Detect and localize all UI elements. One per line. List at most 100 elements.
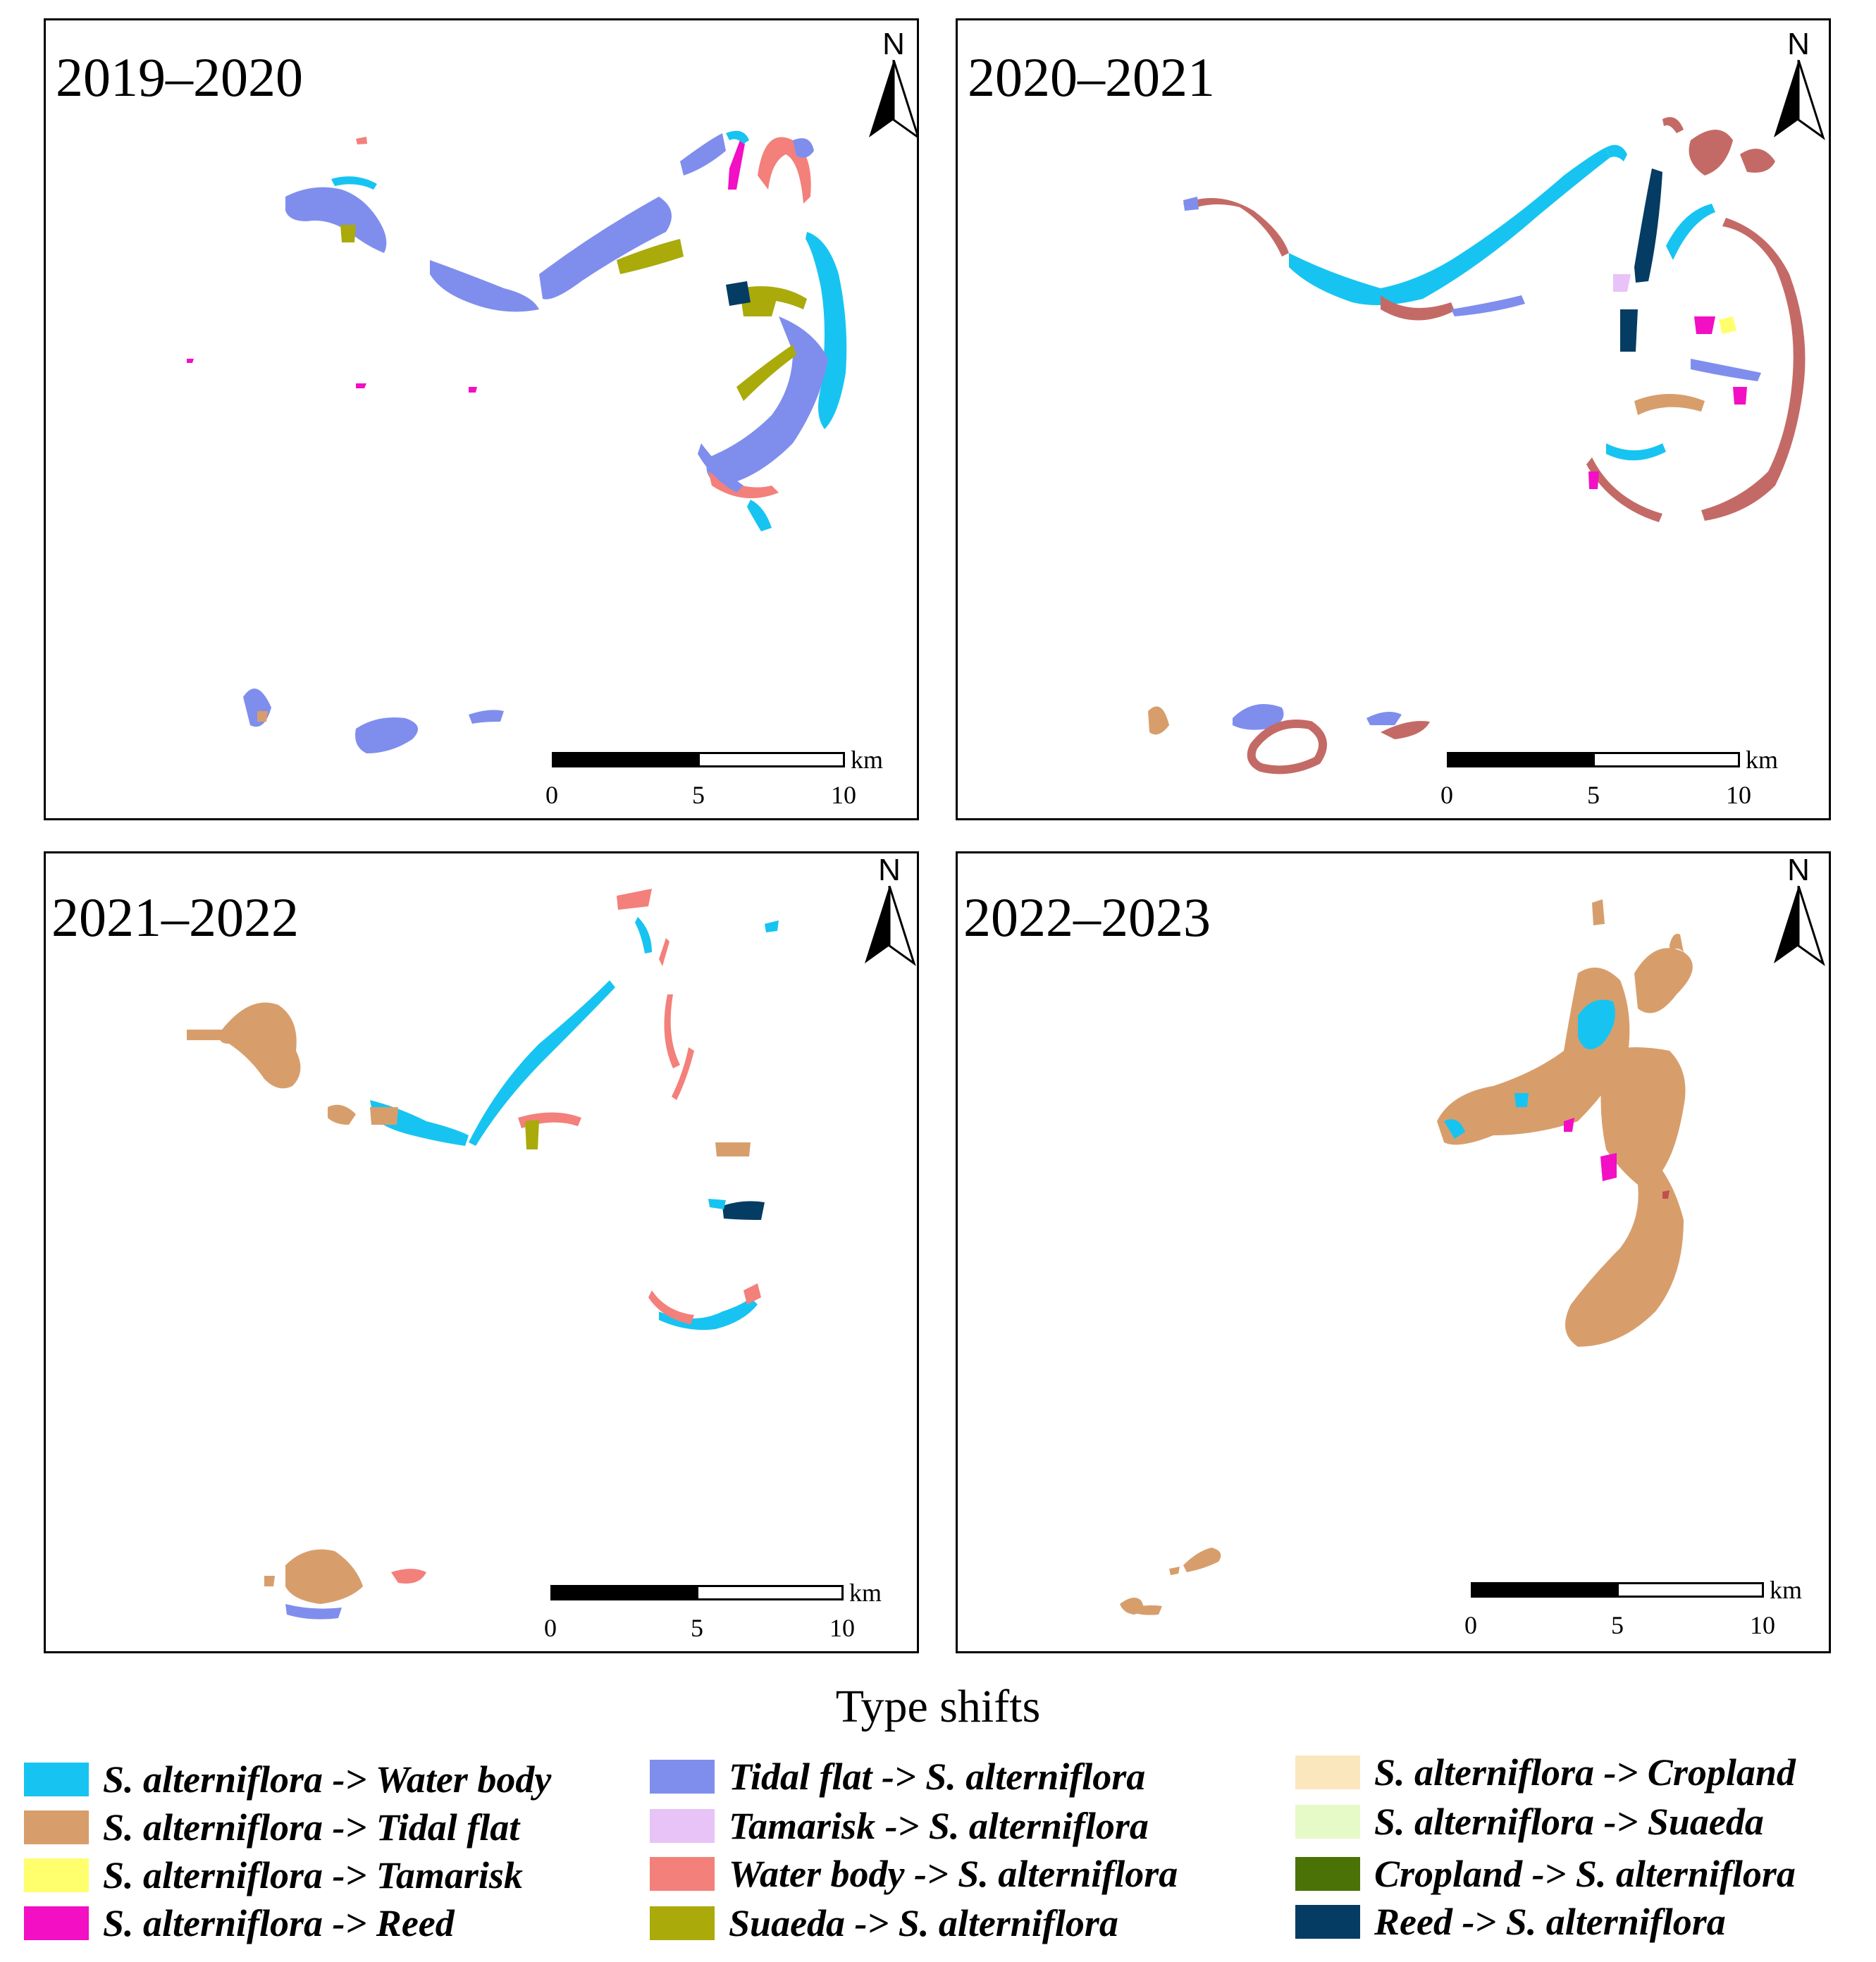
legend-swatch <box>650 1809 715 1843</box>
patch-tidal-flat-to-sa <box>1148 706 1169 735</box>
legend-swatch <box>650 1857 715 1891</box>
patch-tidal-flat-to-sa <box>257 711 268 722</box>
legend-swatch <box>24 1810 89 1844</box>
patch-water-body-to-sa <box>1662 1190 1670 1199</box>
scale-bar-white <box>696 1585 844 1600</box>
patch-tidal-flat-to-sa <box>1592 899 1605 925</box>
patch-tidal-flat-to-sa <box>1634 948 1693 1013</box>
scale-bar-white <box>1593 752 1740 767</box>
patch-reed <box>1588 471 1599 489</box>
patch-tidal-flat <box>1183 197 1199 211</box>
legend-label: S. alterniflora -> Tamarisk <box>103 1854 523 1896</box>
patch-tidal-flat-to-sa <box>1183 1548 1221 1572</box>
patch-tidal-flat-to-sa <box>264 1576 275 1586</box>
patch-water-body-to-sa <box>356 137 367 144</box>
patch-tidal-flat <box>539 197 672 300</box>
panel-title: 2021–2022 <box>51 887 299 948</box>
legend-item: S. alterniflora -> Tidal flat <box>24 1806 519 1849</box>
scale-bar-black <box>552 752 700 767</box>
patch-tidal-flat-to-sa <box>1169 1567 1180 1575</box>
legend-item: Cropland -> S. alterniflora <box>1295 1853 1796 1895</box>
patch-water <box>1514 1093 1529 1107</box>
north-arrow: N <box>858 853 917 974</box>
legend-swatch <box>24 1858 89 1892</box>
patch-water-body-to-sa <box>1247 720 1327 775</box>
legend-item: Tidal flat -> S. alterniflora <box>650 1756 1146 1798</box>
scale-unit: km <box>851 746 884 774</box>
patch-tidal-flat <box>1691 359 1761 381</box>
north-label: N <box>882 27 905 61</box>
patch-reed <box>1733 387 1747 405</box>
legend-item: Reed -> S. alterniflora <box>1295 1901 1726 1943</box>
north-label: N <box>878 853 901 887</box>
patch-tidal-flat-to-sa <box>219 1002 301 1089</box>
scale-tick: 5 <box>692 781 705 809</box>
map-2021-2022 <box>187 889 779 1619</box>
scale-bar-black <box>1447 752 1595 767</box>
patch-water-body-to-sa <box>1381 295 1455 321</box>
legend-item: S. alterniflora -> Reed <box>24 1902 455 1944</box>
legend-swatch <box>1295 1756 1360 1789</box>
patch-water <box>635 917 652 954</box>
patch-reed <box>1600 1153 1617 1181</box>
legend-item: S. alterniflora -> Tamarisk <box>24 1854 523 1896</box>
legend-swatch <box>650 1760 715 1794</box>
patch-tidal-flat-to-sa <box>370 1107 398 1125</box>
patch-tidal-flat-to-sa <box>1437 968 1630 1145</box>
north-label: N <box>1787 853 1810 887</box>
north-arrow-icon <box>1774 59 1825 140</box>
patch-water-body-to-sa <box>1381 721 1430 739</box>
legend-label: S. alterniflora -> Suaeda <box>1374 1801 1764 1843</box>
legend-swatch <box>24 1906 89 1940</box>
legend-item: Water body -> S. alterniflora <box>650 1853 1178 1895</box>
patch-reed <box>187 359 194 363</box>
legend-label: Reed -> S. alterniflora <box>1374 1901 1726 1943</box>
legend-item: Tamarisk -> S. alterniflora <box>650 1805 1149 1847</box>
north-label: N <box>1787 27 1810 61</box>
patch-water <box>1578 999 1615 1049</box>
scale-tick: 0 <box>1440 781 1453 809</box>
patch-water-body-to-sa <box>617 889 652 910</box>
scale-tick: 5 <box>691 1614 703 1642</box>
scale-bar: km 0 5 10 <box>1464 1576 1802 1651</box>
map-panel-2021-2022: 2021–2022 N km 0 5 10 <box>44 851 919 1653</box>
patch-tidal-flat <box>430 260 539 312</box>
patch-tidal-flat <box>706 316 828 486</box>
patch-tamarisk-to-sa <box>1613 274 1631 292</box>
scale-tick: 0 <box>544 1614 557 1642</box>
scale-bar: km 0 5 10 <box>544 1579 882 1651</box>
patch-suaeda <box>340 225 356 242</box>
patch-water-body-to-sa <box>672 1047 694 1100</box>
scale-bar-white <box>698 752 845 767</box>
scale-unit: km <box>1770 1576 1803 1604</box>
patch-water-body-to-sa <box>1183 198 1289 257</box>
legend-item: S. alterniflora -> Cropland <box>1295 1751 1796 1794</box>
legend-title: Type shifts <box>835 1681 1041 1732</box>
legend-swatch <box>1295 1905 1360 1939</box>
patch-water-body-to-sa <box>1689 130 1733 175</box>
scale-bar-black <box>1471 1582 1619 1598</box>
patch-suaeda <box>736 345 796 401</box>
patch-water-body-to-sa <box>659 938 669 966</box>
legend-item: S. alterniflora -> Suaeda <box>1295 1801 1764 1843</box>
patch-tidal-flat <box>285 187 387 253</box>
legend-swatch <box>650 1906 715 1940</box>
legend-swatch <box>1295 1805 1360 1839</box>
patch-water <box>1444 1119 1465 1139</box>
scale-tick: 10 <box>1750 1611 1775 1639</box>
patch-tidal-flat <box>285 1604 342 1619</box>
patch-water <box>1606 144 1627 161</box>
patch-tamarisk <box>1719 316 1736 334</box>
legend-label: Tidal flat -> S. alterniflora <box>729 1756 1146 1798</box>
map-2020-2021 <box>1148 117 1806 775</box>
scale-bar-black <box>550 1585 698 1600</box>
patch-reed-to-sa <box>726 281 751 306</box>
patch-water <box>1666 204 1715 260</box>
scale-bar: km 0 5 10 <box>1440 746 1778 818</box>
scale-tick: 5 <box>1611 1611 1624 1639</box>
patch-tidal-flat <box>1451 295 1525 316</box>
patch-tidal-flat <box>1233 704 1284 730</box>
legend-label: S. alterniflora -> Water body <box>103 1758 552 1801</box>
patch-water-body-to-sa <box>1662 117 1684 133</box>
patch-reed-to-sa <box>1620 309 1638 352</box>
